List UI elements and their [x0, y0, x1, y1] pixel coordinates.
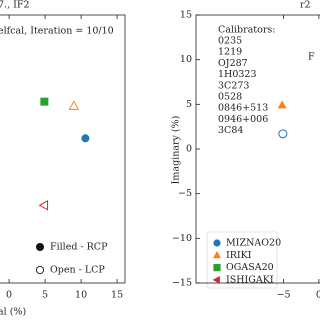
- legend-label: ISHIGAKI: [226, 274, 274, 285]
- calibrator: 0528: [218, 92, 242, 103]
- y-tick-label: 0: [186, 144, 192, 155]
- y-tick-label: −10: [172, 233, 192, 244]
- right-y-label: Imaginary (%): [171, 116, 182, 185]
- legend-label: OGASA20: [226, 262, 274, 273]
- x-tick-label: 10: [75, 290, 87, 301]
- calibrator: 1219: [218, 47, 242, 58]
- legend-open-symbol: [35, 265, 45, 275]
- marker: [277, 100, 287, 109]
- calibrator: 0846+513: [218, 103, 268, 114]
- legend-label: MIZNAO20: [226, 238, 281, 249]
- marker: [81, 134, 90, 143]
- y-tick-label: −15: [172, 278, 192, 289]
- y-tick-label: 10: [180, 54, 192, 65]
- annotation: F: [308, 52, 315, 63]
- calibrator: OJ287: [218, 58, 248, 69]
- calibrators-title: Calibrators:: [218, 25, 275, 36]
- marker: [40, 97, 49, 106]
- left-subtitle: elfcal, Iteration = 10/10: [0, 26, 114, 37]
- legend-box: [206, 231, 278, 289]
- x-tick-label: −5: [277, 290, 291, 301]
- marker: [38, 200, 49, 211]
- calibrator: 0235: [218, 36, 242, 47]
- marker: [213, 264, 221, 272]
- y-tick-label: −5: [178, 188, 192, 199]
- legend-note: Filled - RCP: [50, 242, 108, 253]
- marker: [278, 129, 288, 139]
- legend-note: Open - LCP: [50, 265, 105, 276]
- x-tick-label: 15: [111, 290, 123, 301]
- calibrator: 0946+006: [218, 114, 268, 125]
- legend-label: IRIKI: [226, 250, 252, 261]
- x-tick-label: 0: [6, 290, 12, 301]
- y-tick-label: 5: [186, 99, 192, 110]
- x-tick-label: 5: [42, 290, 48, 301]
- axes-frame: [0, 14, 126, 284]
- marker: [213, 250, 221, 259]
- legend-filled-symbol: [36, 243, 44, 251]
- marker: [212, 275, 220, 284]
- x-tick-label: 0: [316, 290, 320, 301]
- calibrator: 1H0323: [218, 69, 257, 80]
- marker: [68, 100, 80, 110]
- y-tick-label: 15: [180, 10, 192, 21]
- left-title: 7., IF2: [0, 0, 30, 11]
- calibrator: 3C273: [218, 80, 249, 91]
- calibrator: 3C84: [218, 125, 243, 136]
- marker: [213, 239, 221, 247]
- left-x-label: al (%): [0, 307, 26, 318]
- right-title: r2: [300, 0, 311, 11]
